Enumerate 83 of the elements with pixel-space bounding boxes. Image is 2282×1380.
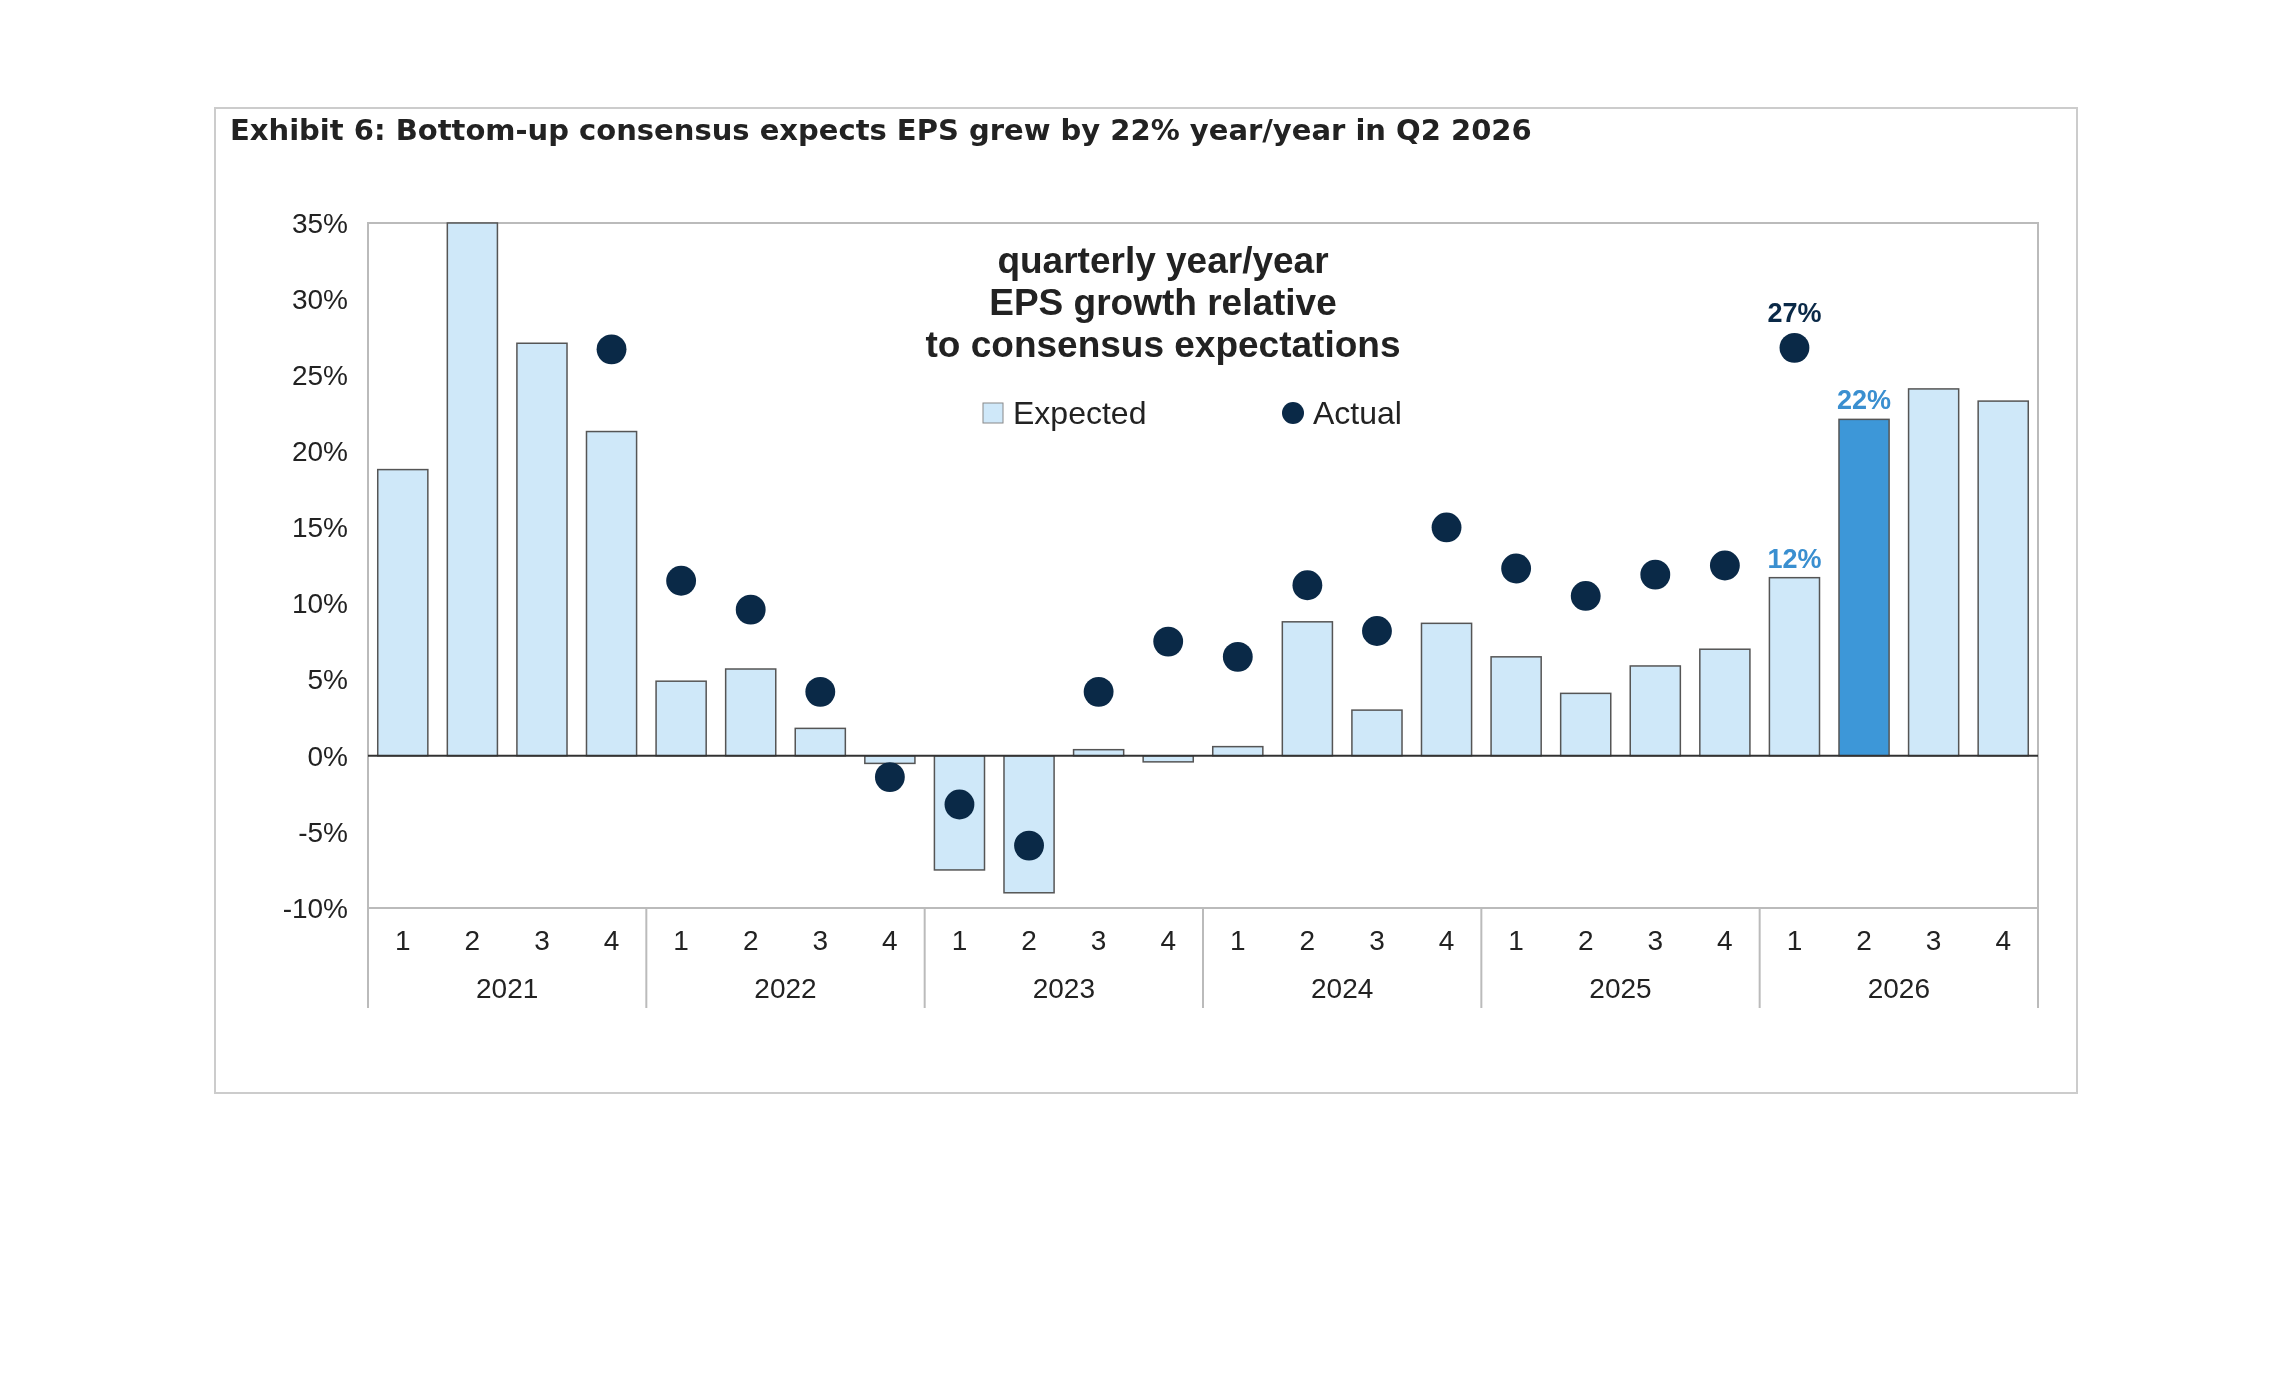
x-tick-label: 1: [673, 925, 689, 956]
point: [874, 762, 905, 792]
y-tick-label: 10%: [291, 588, 348, 620]
point: [1709, 550, 1740, 581]
bar: [1490, 656, 1542, 757]
data-label: 27%: [1767, 297, 1822, 328]
x-tick-label: 2: [1856, 925, 1872, 956]
point: [1501, 553, 1532, 584]
bar: [1420, 622, 1473, 757]
x-tick-label: 4: [1160, 925, 1176, 956]
text: 2024: [1311, 973, 1374, 1004]
legend-label: Expected: [1013, 395, 1147, 432]
point: [805, 676, 836, 707]
x-tick-label: 4: [882, 925, 898, 956]
x-tick-label: 3: [1925, 925, 1942, 956]
bar: [1699, 648, 1751, 757]
text: 2023: [1032, 973, 1095, 1004]
text: 2025: [1589, 973, 1652, 1004]
x-tick-label: 1: [395, 925, 411, 956]
y-tick-label: 25%: [291, 360, 348, 392]
x-tick-label: 1: [951, 925, 968, 956]
point: [1222, 641, 1253, 672]
y-tick-label: 30%: [291, 283, 348, 315]
point: [1640, 559, 1671, 590]
bar: [1907, 388, 1960, 757]
point: [1570, 581, 1601, 611]
x-tick-label: 3: [1090, 925, 1107, 956]
point: [596, 334, 627, 365]
point: [1014, 830, 1044, 861]
chart-title: Exhibit 6: Bottom-up consensus expects EPS grew by 22% year/year in Q2 2026: [230, 113, 1532, 147]
bar: [1003, 755, 1055, 894]
bar: [1629, 665, 1682, 757]
data-label: 22%: [1837, 385, 1892, 416]
bar: [1768, 576, 1821, 757]
x-tick-label: 1: [1786, 925, 1803, 956]
text: quarterly year/year EPS growth relative to consensus expectations: [925, 240, 1401, 365]
point: [1292, 570, 1323, 601]
legend-label: Actual: [1313, 395, 1402, 432]
bar: [655, 680, 707, 757]
bar: [1559, 692, 1612, 757]
bar: [794, 727, 847, 757]
data-label: 12%: [1767, 543, 1822, 574]
bar: [376, 468, 429, 757]
text: 2021: [476, 973, 539, 1004]
x-tick-label: 2: [1299, 925, 1316, 956]
point: [1431, 512, 1462, 543]
y-tick-label: 20%: [291, 436, 348, 468]
x-tick-label: 2: [464, 925, 481, 956]
x-tick-label: 4: [1717, 925, 1733, 956]
bar: [1351, 709, 1403, 757]
point: [666, 565, 697, 596]
point: [1779, 332, 1810, 363]
x-tick-label: 4: [1995, 925, 2011, 956]
text: 2026: [1867, 973, 1930, 1004]
x-tick-label: 2: [742, 925, 759, 956]
bar: [446, 222, 499, 757]
x-tick-label: 3: [1647, 925, 1664, 956]
y-tick-label: 0%: [307, 740, 348, 772]
point: [735, 594, 766, 625]
y-tick-label: -5%: [298, 816, 348, 848]
point: [1153, 626, 1184, 657]
bar: [1281, 621, 1334, 757]
x-tick-label: 1: [1508, 925, 1524, 956]
x-tick-label: 2: [1021, 925, 1037, 956]
x-tick-label: 4: [603, 925, 620, 956]
bar: [516, 342, 568, 757]
text: 2022: [754, 973, 817, 1004]
bar: [724, 668, 777, 757]
y-tick-label: 15%: [291, 512, 348, 544]
x-tick-label: 3: [812, 925, 829, 956]
y-tick-label: 5%: [307, 664, 348, 696]
x-tick-label: 3: [1369, 925, 1385, 956]
x-tick-label: 4: [1438, 925, 1455, 956]
bar: [1977, 400, 2030, 757]
y-tick-label: 35%: [291, 207, 348, 239]
point: [1083, 676, 1114, 707]
bar: [585, 430, 638, 757]
x-tick-label: 1: [1230, 925, 1246, 956]
point: [1362, 616, 1392, 646]
bar: [1838, 418, 1890, 757]
x-tick-label: 3: [534, 925, 550, 956]
x-tick-label: 2: [1577, 925, 1594, 956]
y-tick-label: -10%: [282, 892, 348, 924]
